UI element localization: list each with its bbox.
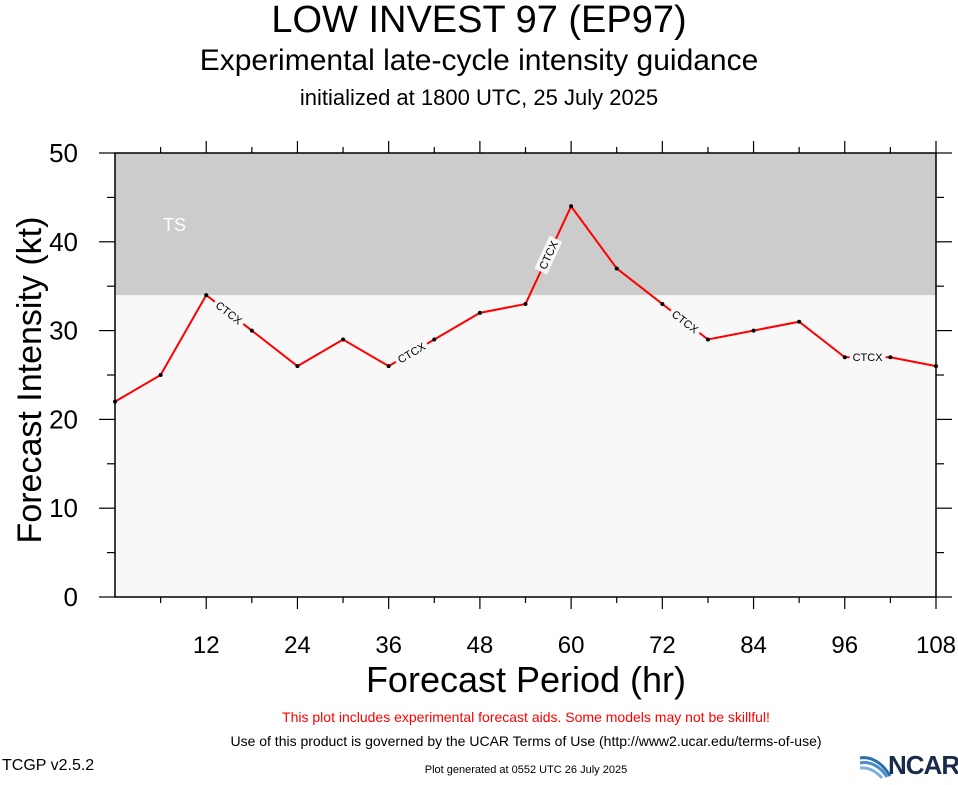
y-tick-label: 40: [49, 227, 78, 257]
ncar-logo: NCAR: [858, 750, 958, 780]
data-point: [249, 328, 254, 333]
y-tick-label: 0: [64, 582, 78, 612]
band-ts: [115, 153, 936, 296]
data-point: [386, 364, 391, 369]
y-tick-label: 30: [49, 316, 78, 346]
initialization-time: initialized at 1800 UTC, 25 July 2025: [299, 85, 659, 110]
band-label: TS: [163, 215, 186, 235]
x-tick-label: 108: [916, 632, 956, 659]
generated-timestamp: Plot generated at 0552 UTC 26 July 2025: [424, 764, 628, 776]
data-point: [705, 337, 710, 342]
series-label-bg: [666, 305, 704, 339]
data-point: [113, 399, 117, 404]
ncar-logo-text: NCAR: [888, 750, 958, 780]
x-axis-title: Forecast Period (hr): [365, 659, 687, 700]
data-point: [751, 328, 756, 333]
series-label-bg: [849, 350, 886, 365]
data-point: [614, 266, 619, 271]
version-label: TCGP v2.5.2: [2, 757, 95, 774]
y-axis-title: Forecast Intensity (kt): [11, 216, 49, 544]
data-point: [523, 301, 528, 306]
data-point: [477, 310, 482, 315]
x-tick-label: 12: [193, 632, 220, 659]
series-label-bg: [392, 337, 431, 368]
series-label: CTCX: [853, 352, 884, 364]
data-point: [797, 319, 802, 324]
y-tick-label: 10: [49, 493, 78, 523]
y-tick-label: 50: [49, 138, 78, 168]
data-point: [660, 301, 665, 306]
series-label-bg: [534, 235, 563, 275]
series-label-bg: [210, 296, 248, 330]
data-point: [158, 373, 163, 377]
ncar-logo-swoosh-icon: [859, 756, 892, 780]
y-tick-label: 20: [49, 404, 78, 434]
chart-title: LOW INVEST 97 (EP97): [271, 0, 687, 41]
x-tick-label: 84: [740, 632, 767, 659]
x-tick-label: 36: [375, 632, 402, 659]
x-tick-label: 24: [284, 632, 311, 659]
chart-subtitle: Experimental late-cycle intensity guidan…: [199, 44, 759, 77]
x-tick-label: 72: [649, 632, 676, 659]
data-point: [569, 204, 574, 209]
data-point: [888, 355, 893, 360]
data-point: [934, 364, 938, 369]
data-point: [432, 337, 437, 342]
x-tick-label: 48: [467, 632, 494, 659]
data-point: [295, 364, 300, 369]
data-point: [842, 355, 847, 360]
x-tick-label: 60: [558, 632, 585, 659]
x-tick-label: 96: [831, 632, 858, 659]
data-point: [204, 293, 209, 298]
experimental-warning: This plot includes experimental forecast…: [282, 709, 770, 725]
data-point: [341, 337, 346, 342]
terms-of-use: Use of this product is governed by the U…: [230, 733, 822, 749]
